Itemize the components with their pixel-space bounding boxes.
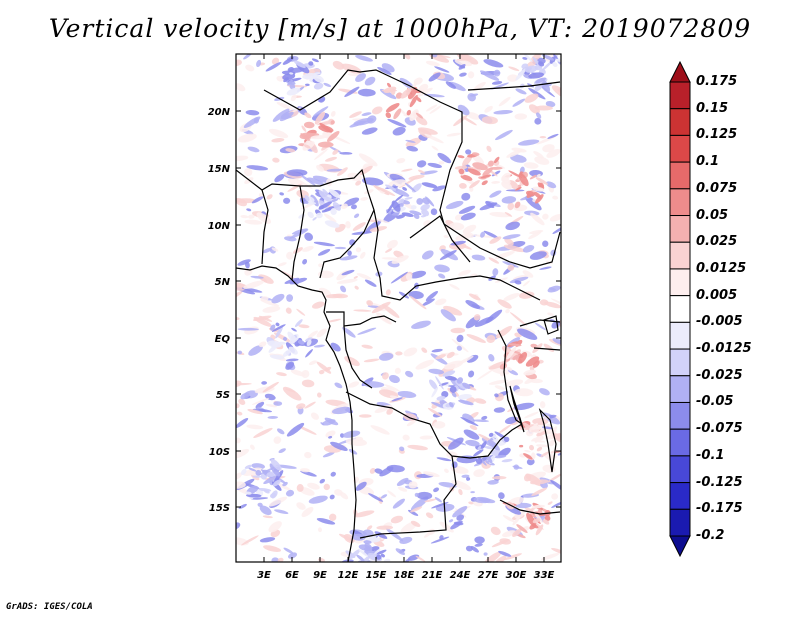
lat-label: 10N	[208, 221, 231, 232]
colorbar-box	[669, 348, 691, 377]
border-line	[533, 347, 561, 351]
colorbar-label: -0.075	[696, 421, 743, 437]
colorbar-label: -0.1	[696, 447, 725, 463]
lat-label: 10S	[209, 447, 230, 458]
colorbar-label: -0.2	[696, 528, 725, 543]
colorbar-label: 0.0125	[696, 260, 747, 276]
country-borders	[236, 69, 561, 562]
border-line	[261, 189, 269, 265]
lon-label: 33E	[534, 570, 555, 581]
border-line	[373, 209, 541, 301]
lake-outline	[538, 407, 557, 473]
lon-label: 3E	[257, 570, 271, 581]
software-credit: GrADS: IGES/COLA	[6, 602, 93, 612]
colorbar-box	[669, 241, 691, 270]
border-line	[291, 185, 305, 281]
colorbar-box	[669, 161, 691, 190]
colorbar-box	[669, 428, 691, 457]
colorbar-box	[669, 321, 691, 350]
lake-outline	[543, 315, 559, 335]
colorbar-label: 0.175	[696, 74, 738, 89]
lon-label: 12E	[338, 570, 359, 581]
lon-label: 6E	[285, 570, 299, 581]
colorbar-label: 0.1	[696, 154, 720, 170]
colorbar-label: 0.15	[696, 100, 729, 116]
lat-label: 20N	[208, 107, 231, 118]
border-line	[326, 311, 397, 327]
colorbar-label: 0.05	[696, 207, 729, 223]
lon-label: 9E	[313, 570, 327, 581]
colorbar-box	[669, 401, 691, 430]
coastline	[236, 265, 357, 562]
border-line	[345, 391, 523, 459]
colorbar-label: -0.05	[696, 394, 734, 410]
colorbar-label: -0.025	[696, 367, 743, 383]
axis-ticks: 20N 15N 10N 5N EQ 5S 10S 15S 3E 6E 9E 12E 15E 18E 21E 2…	[208, 54, 561, 581]
lat-label: 5S	[216, 390, 230, 401]
lat-label: EQ	[215, 334, 231, 345]
lat-label: 15N	[208, 164, 231, 175]
colorbar-label: 0.005	[696, 287, 738, 303]
colorbar-label: -0.125	[696, 474, 743, 490]
colorbar	[669, 60, 691, 558]
colorbar-min-arrow	[669, 535, 691, 558]
border-line	[519, 319, 561, 327]
colorbar-box	[669, 215, 691, 243]
colorbar-box	[669, 455, 691, 484]
border-line	[467, 81, 561, 91]
border-line	[359, 455, 457, 539]
colorbar-label: 0.025	[696, 234, 738, 250]
lon-label: 27E	[478, 570, 499, 581]
border-line	[343, 325, 373, 389]
colorbar-label: -0.175	[696, 501, 743, 517]
colorbar-box	[669, 134, 691, 163]
border-line	[443, 223, 561, 269]
colorbar-label: 0.075	[696, 180, 738, 196]
lon-label: 15E	[366, 570, 387, 581]
colorbar-box	[669, 268, 691, 297]
lat-label: 5N	[215, 277, 231, 288]
plot-title: Vertical velocity [m/s] at 1000hPa, VT: …	[48, 14, 752, 43]
velocity-field	[236, 54, 561, 562]
border-line	[263, 69, 463, 225]
border-line	[497, 329, 523, 425]
map-frame	[235, 53, 562, 563]
border-line	[236, 168, 375, 279]
colorbar-label: -0.0125	[696, 341, 752, 357]
lon-label: 30E	[506, 570, 527, 581]
colorbar-box	[669, 508, 691, 537]
lon-label: 24E	[450, 570, 471, 581]
colorbar-box	[669, 295, 691, 323]
lon-label: 21E	[422, 570, 443, 581]
colorbar-label: 0.125	[696, 127, 738, 143]
lon-label: 18E	[394, 570, 415, 581]
colorbar-box	[669, 375, 691, 403]
colorbar-max-arrow	[669, 60, 691, 83]
colorbar-label: -0.005	[696, 314, 743, 330]
lake-outline	[509, 385, 525, 433]
colorbar-box	[669, 482, 691, 510]
colorbar-box	[669, 108, 691, 136]
colorbar-box	[669, 81, 691, 110]
colorbar-box	[669, 188, 691, 217]
border-line	[409, 215, 471, 263]
border-line	[499, 499, 561, 515]
lat-label: 15S	[209, 503, 230, 514]
